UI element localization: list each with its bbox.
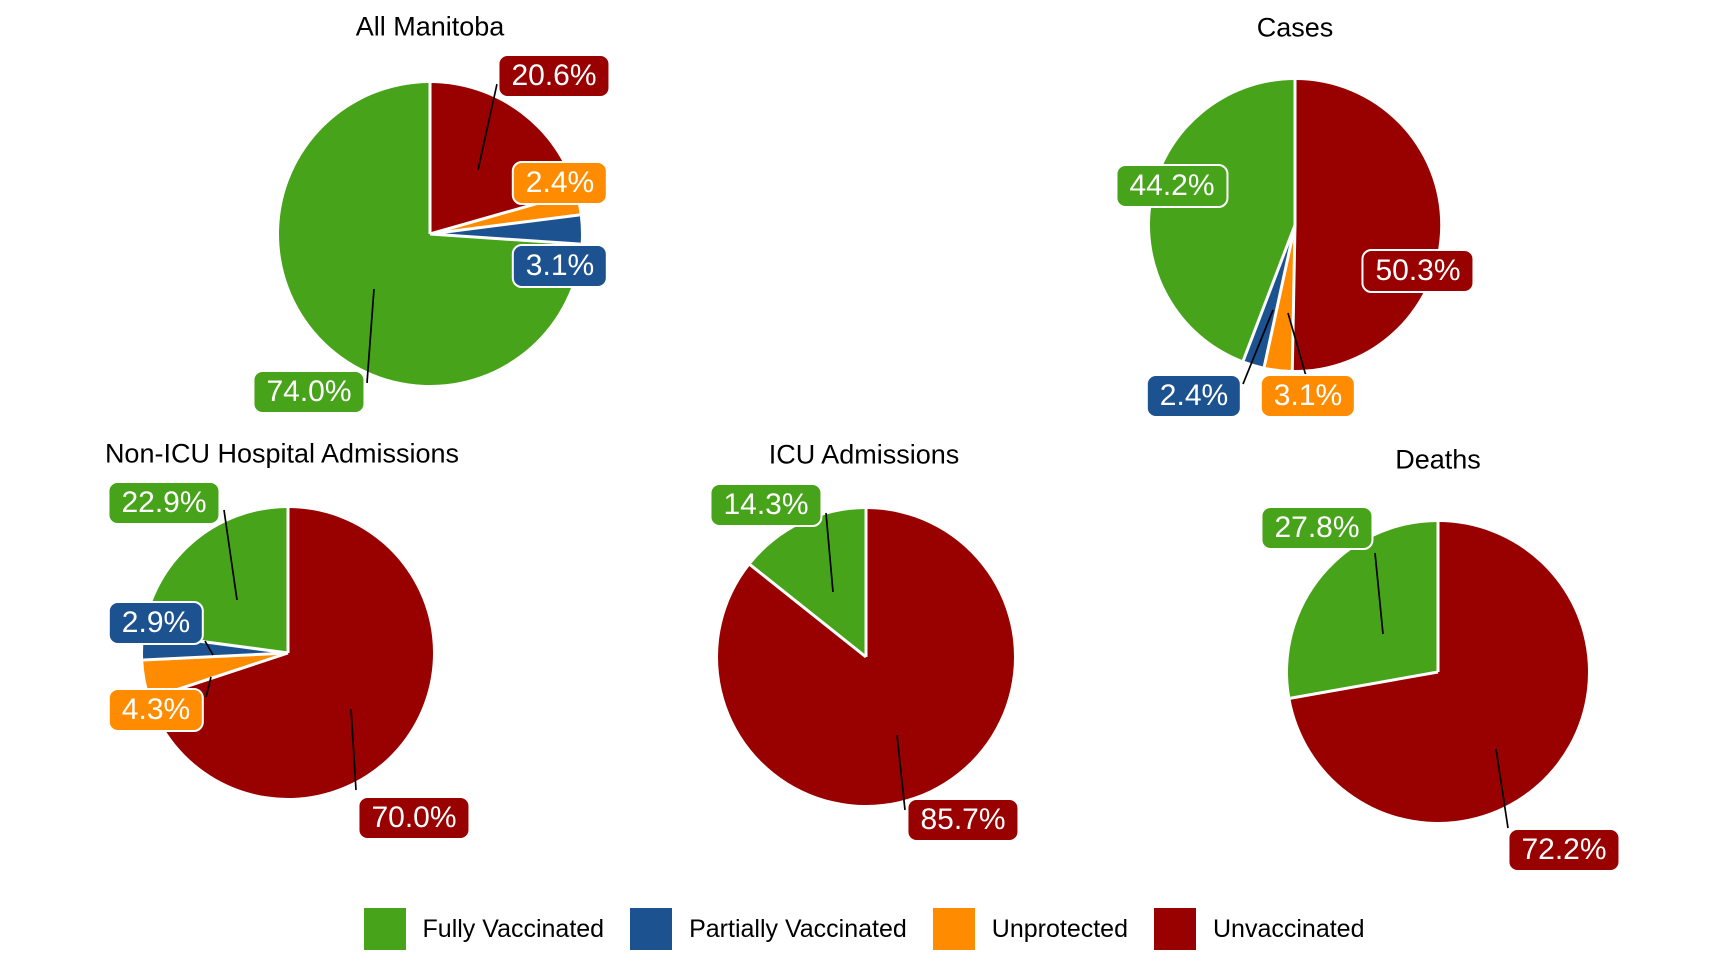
- unprotected-swatch-icon: [932, 908, 975, 950]
- slice-divider: [1290, 670, 1439, 700]
- pie-label-unvaccinated: 50.3%: [1361, 249, 1475, 293]
- legend-label: Partially Vaccinated: [689, 914, 907, 943]
- pie-slice: [150, 508, 434, 798]
- pie-label-fully-vaccinated: 44.2%: [1115, 164, 1229, 208]
- label-leader-line: [1374, 552, 1384, 635]
- slice-divider: [749, 563, 867, 659]
- pie-label-unvaccinated: 85.7%: [906, 798, 1020, 842]
- legend: Fully Vaccinated Partially Vaccinated Un…: [0, 906, 1728, 952]
- pie-label-unvaccinated: 70.0%: [357, 796, 471, 840]
- slice-divider: [1241, 224, 1297, 362]
- legend-label: Unprotected: [991, 914, 1128, 943]
- unvaccinated-swatch-icon: [1154, 908, 1196, 950]
- slice-divider: [1290, 224, 1297, 371]
- partially-vaccinated-swatch-icon: [630, 908, 673, 950]
- pie-slice: [750, 509, 866, 657]
- pie-label-fully-vaccinated: 74.0%: [252, 370, 366, 414]
- legend-item-unvaccinated: Unvaccinated: [1154, 908, 1364, 950]
- label-leader-line: [477, 83, 498, 171]
- pie-slice: [1288, 522, 1438, 699]
- pie-label-partially-vaccinated: 2.9%: [107, 601, 205, 645]
- pie-label-partially-vaccinated: 2.4%: [1145, 374, 1243, 418]
- pie-slice: [430, 214, 582, 245]
- label-leader-line: [366, 288, 375, 384]
- pie-label-unprotected: 3.1%: [1259, 374, 1357, 418]
- label-leader-line: [1495, 748, 1509, 829]
- legend-item-fully-vaccinated: Fully Vaccinated: [363, 908, 605, 950]
- label-leader-line: [825, 512, 834, 593]
- legend-label: Unvaccinated: [1213, 914, 1365, 943]
- pie-slice: [1149, 79, 1295, 361]
- pie-label-fully-vaccinated: 27.8%: [1260, 506, 1374, 550]
- legend-item-unprotected: Unprotected: [932, 908, 1128, 950]
- slice-divider: [1262, 224, 1297, 368]
- pie-label-unvaccinated: 20.6%: [497, 54, 611, 98]
- label-leader-line: [223, 509, 238, 601]
- chart-title-deaths: Deaths: [1395, 444, 1481, 475]
- chart-title-all-manitoba: All Manitoba: [355, 11, 505, 42]
- pie-slice: [1292, 79, 1441, 370]
- label-leader-line: [204, 640, 214, 656]
- legend-label: Fully Vaccinated: [422, 914, 605, 943]
- slice-divider: [429, 213, 580, 236]
- pie-label-unvaccinated: 72.2%: [1507, 828, 1621, 872]
- chart-title-icu-admissions: ICU Admissions: [768, 439, 960, 470]
- pie-label-unprotected: 4.3%: [107, 688, 205, 732]
- legend-item-partially-vaccinated: Partially Vaccinated: [630, 908, 907, 950]
- slice-divider: [143, 651, 289, 662]
- pie-label-fully-vaccinated: 14.3%: [709, 483, 823, 527]
- slice-divider: [429, 232, 581, 246]
- pie-slice: [279, 83, 581, 386]
- label-leader-line: [350, 708, 357, 791]
- label-leader-line: [205, 676, 212, 698]
- pie-label-fully-vaccinated: 22.9%: [107, 481, 221, 525]
- pie-label-unprotected: 2.4%: [511, 161, 609, 205]
- fully-vaccinated-swatch-icon: [363, 908, 406, 950]
- label-leader-line: [1242, 309, 1274, 385]
- chart-title-cases: Cases: [1256, 12, 1334, 43]
- chart-title-non-icu-admissions: Non-ICU Hospital Admissions: [104, 438, 460, 469]
- pie-label-partially-vaccinated: 3.1%: [511, 244, 609, 288]
- label-leader-line: [896, 734, 906, 811]
- label-leader-line: [1287, 312, 1307, 377]
